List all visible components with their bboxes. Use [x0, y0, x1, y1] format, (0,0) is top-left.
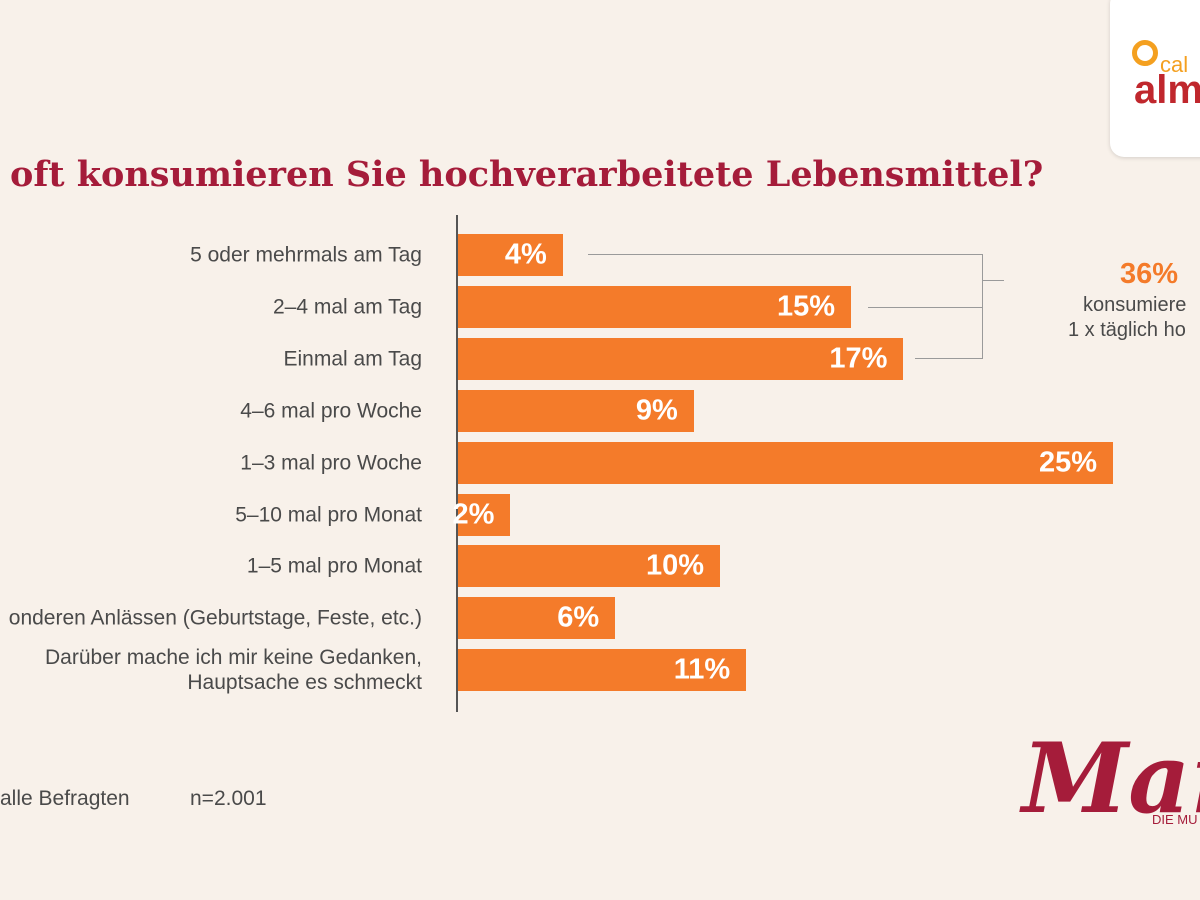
bracket: [982, 254, 983, 359]
logo-box: [1110, 0, 1200, 157]
value-label: 6%: [557, 601, 600, 634]
bar: [458, 597, 616, 640]
logo-text: cal: [1160, 52, 1189, 77]
brand-tagline: DIE MU: [1152, 812, 1198, 827]
logo-text: alm: [1134, 68, 1200, 112]
category-label: Darüber mache ich mir keine Gedanken, Ha…: [44, 646, 422, 695]
footer-base: alle Befragten: [0, 787, 130, 810]
category-label: onderen Anlässen (Geburtstage, Feste, et…: [8, 606, 422, 630]
footer-n: n=2.001: [190, 787, 267, 810]
annotation-text: 1 x täglich ho: [1068, 319, 1186, 341]
value-label: 2%: [452, 498, 495, 530]
logo-mark: [1132, 40, 1158, 66]
value-label: 15%: [776, 290, 835, 323]
value-label: 17%: [829, 342, 888, 375]
category-label: 1–5 mal pro Monat: [246, 554, 422, 578]
value-label: 11%: [673, 653, 731, 686]
value-label: 4%: [504, 238, 547, 271]
bar: [458, 545, 720, 588]
bar: [458, 234, 563, 276]
bracket: [915, 358, 982, 359]
bar: [458, 389, 694, 432]
bar: [458, 649, 747, 692]
annotation-text: konsumiere: [1083, 294, 1187, 316]
bracket: [868, 307, 982, 308]
value-label: 10%: [645, 549, 704, 582]
category-label: 5 oder mehrmals am Tag: [190, 243, 422, 267]
bracket: [982, 280, 1004, 281]
value-label: 25%: [1038, 446, 1097, 479]
category-label: 5–10 mal pro Monat: [235, 503, 422, 526]
brand-logo: Mar: [1022, 722, 1200, 835]
category-label: 4–6 mal pro Woche: [240, 399, 422, 423]
bar: [458, 493, 511, 536]
bar: [458, 337, 904, 380]
category-label: Einmal am Tag: [283, 347, 422, 371]
axis-line: [456, 215, 458, 712]
value-label: 9%: [635, 394, 678, 427]
bracket: [588, 254, 982, 255]
annotation-value: 36%: [1120, 258, 1179, 290]
bar: [458, 285, 851, 328]
category-label: 2–4 mal am Tag: [272, 295, 422, 319]
category-label: 1–3 mal pro Woche: [240, 451, 422, 475]
bar: [458, 441, 1113, 484]
chart-title: oft konsumieren Sie hochverarbeitete Leb…: [10, 154, 1044, 195]
